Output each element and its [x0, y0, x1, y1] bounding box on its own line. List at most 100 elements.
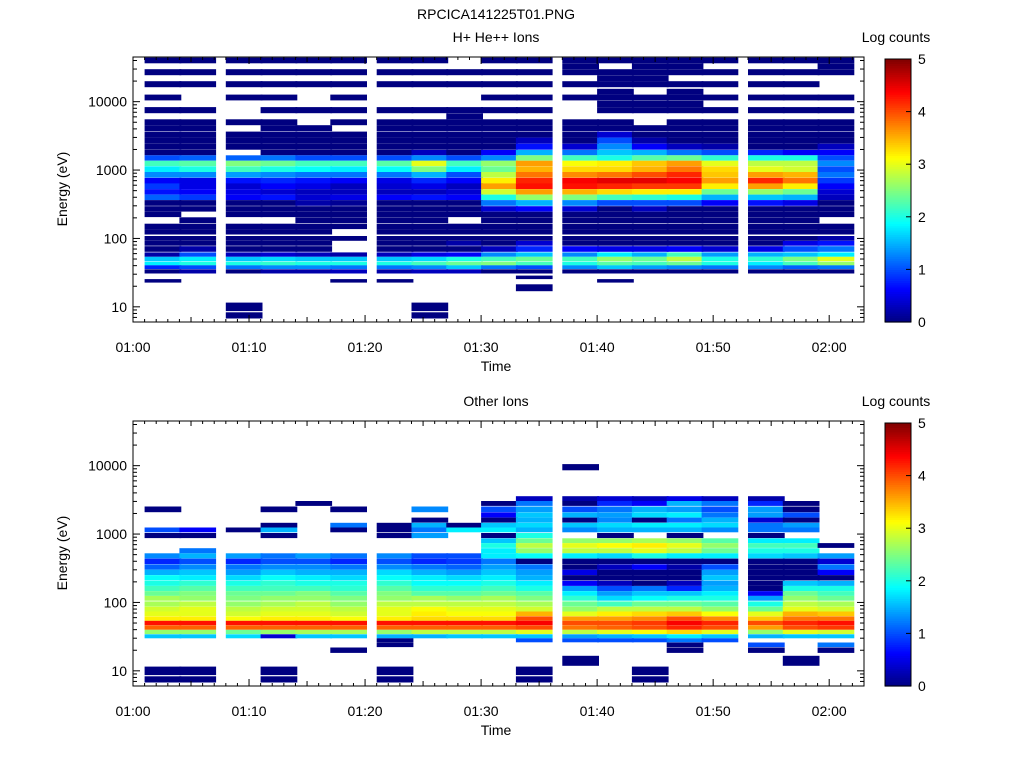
heatmap-cell [782, 246, 820, 252]
heatmap-cell [515, 166, 553, 172]
colorbar-segment [885, 166, 911, 170]
heatmap-cell [701, 189, 739, 195]
colorbar-frame [884, 422, 912, 687]
heatmap-cell [179, 620, 217, 626]
heatmap-cell [631, 200, 669, 206]
heatmap-cell [481, 629, 518, 635]
heatmap-cell [515, 211, 553, 218]
heatmap-cell [515, 533, 553, 539]
heatmap-cell [225, 143, 263, 150]
heatmap-cell [782, 183, 820, 189]
colorbar-tick-label: 1 [918, 261, 926, 277]
heatmap-cell [515, 217, 553, 224]
heatmap-cell [260, 606, 298, 612]
heatmap-cell [748, 183, 785, 189]
heatmap-cell [515, 125, 553, 132]
heatmap-cell [295, 155, 333, 161]
heatmap-cell [748, 620, 785, 626]
heatmap-cell [597, 100, 634, 107]
heatmap-cell [411, 522, 449, 528]
heatmap-cell [411, 194, 449, 200]
heatmap-cell [225, 575, 263, 581]
heatmap-cell [330, 553, 367, 559]
heatmap-cell [295, 606, 333, 612]
heatmap-cell [295, 137, 333, 144]
heatmap-cell [446, 564, 483, 570]
heatmap-cell [376, 57, 414, 64]
heatmap-cell [515, 501, 553, 506]
heatmap-cell [446, 166, 483, 172]
heatmap-cell [701, 252, 739, 257]
heatmap-cell [701, 149, 739, 156]
colorbar-segment [885, 596, 911, 599]
heatmap-cell [225, 580, 263, 586]
heatmap-cell [295, 107, 333, 114]
heatmap-cell [330, 586, 367, 591]
heatmap-cell [481, 172, 518, 178]
colorbar-segment [885, 203, 911, 207]
heatmap-cell [701, 94, 739, 101]
heatmap-cell [330, 119, 367, 126]
heatmap-cell [782, 591, 820, 596]
heatmap-cell [411, 616, 449, 621]
colorbar-segment [885, 177, 911, 181]
heatmap-cell [817, 606, 855, 612]
heatmap-cell [817, 553, 855, 559]
colorbar-segment [885, 151, 911, 154]
heatmap-cell [295, 580, 333, 586]
heatmap-cell [330, 522, 367, 528]
colorbar-segment [885, 251, 911, 255]
heatmap-cell [376, 183, 414, 189]
heatmap-cell [260, 616, 298, 621]
heatmap-cell [376, 629, 414, 635]
heatmap-cell [481, 252, 518, 257]
heatmap-cell [562, 131, 599, 138]
heatmap-cell [144, 279, 182, 283]
heatmap-cell [631, 57, 669, 64]
heatmap-cell [782, 543, 820, 548]
heatmap-cell [376, 522, 414, 528]
heatmap-cell [666, 183, 704, 189]
heatmap-cell [597, 606, 634, 612]
heatmap-cell [515, 206, 553, 212]
heatmap-cell [225, 601, 263, 607]
panel1-plot-frame [132, 56, 865, 323]
heatmap-cell [446, 229, 483, 235]
heatmap-cell [782, 616, 820, 621]
heatmap-cell [817, 160, 855, 167]
colorbar-segment [885, 462, 911, 466]
heatmap-cell [376, 527, 414, 533]
heatmap-cell [481, 548, 518, 554]
heatmap-cell [701, 522, 739, 528]
heatmap-cell [748, 642, 785, 648]
colorbar-segment [885, 650, 911, 654]
heatmap-cell [481, 69, 518, 76]
heatmap-cell [481, 538, 518, 544]
heatmap-cell [782, 595, 820, 601]
heatmap-cell [225, 586, 263, 591]
heatmap-cell [144, 206, 182, 212]
heatmap-cell [782, 256, 820, 262]
colorbar-segment [885, 563, 911, 567]
heatmap-cell [144, 558, 182, 564]
heatmap-cell [748, 553, 785, 559]
heatmap-cell [515, 246, 553, 252]
heatmap-cell [481, 246, 518, 252]
heatmap-cell [515, 496, 553, 502]
heatmap-cell [666, 601, 704, 607]
heatmap-cell [225, 57, 263, 64]
heatmap-cell [782, 269, 820, 274]
heatmap-cell [330, 177, 367, 184]
heatmap-cell [701, 501, 739, 506]
heatmap-cell [144, 166, 182, 172]
heatmap-cell [225, 166, 263, 172]
heatmap-cell [481, 506, 518, 513]
heatmap-cell [597, 564, 634, 570]
heatmap-cell [260, 194, 298, 200]
colorbar-segment [885, 94, 911, 97]
heatmap-cell [446, 265, 483, 269]
heatmap-cell [515, 512, 553, 518]
heatmap-cell [515, 172, 553, 178]
panel2-plot-frame [132, 420, 865, 687]
heatmap-cell [330, 252, 367, 257]
